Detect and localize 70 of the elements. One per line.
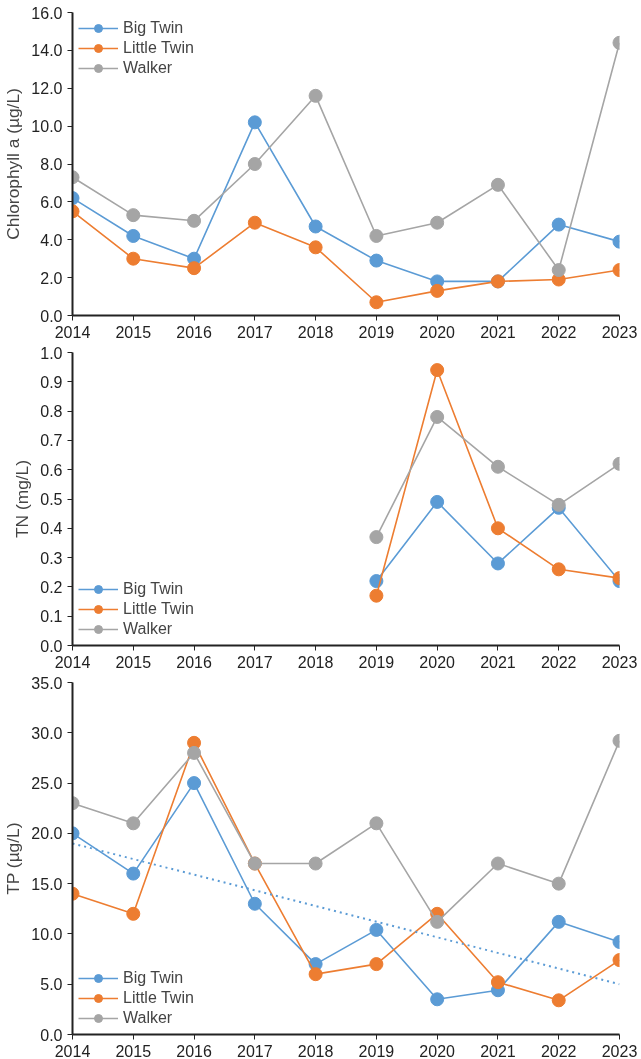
x-tick-label: 2022 xyxy=(540,323,577,341)
y-tick-label: 14.0 xyxy=(31,42,63,60)
x-tick-label: 2016 xyxy=(176,1042,212,1059)
y-tick-label: 0.0 xyxy=(40,637,63,655)
y-tick-label: 1.0 xyxy=(40,344,63,362)
legend-label: Big Twin xyxy=(123,19,184,37)
y-tick-label: 35.0 xyxy=(31,674,63,692)
x-tick-label: 2023 xyxy=(601,653,638,671)
x-tick-label: 2014 xyxy=(54,323,91,341)
y-axis-title: TP (µg/L) xyxy=(3,822,24,895)
y-tick-label: 0.9 xyxy=(40,373,63,391)
x-tick-label: 2016 xyxy=(176,323,212,341)
x-tick-label: 2015 xyxy=(115,1042,152,1059)
y-tick-label: 5.0 xyxy=(40,976,63,994)
x-tick-label: 2019 xyxy=(358,323,395,341)
legend-label: Big Twin xyxy=(123,969,184,987)
x-tick-label: 2021 xyxy=(480,1042,516,1059)
legend-label: Walker xyxy=(123,620,173,638)
legend-label: Walker xyxy=(123,59,173,77)
x-tick-label: 2014 xyxy=(54,1042,91,1059)
y-tick-label: 0.4 xyxy=(40,520,63,538)
y-tick-label: 2.0 xyxy=(40,269,63,287)
x-tick-label: 2018 xyxy=(297,653,334,671)
y-tick-label: 0.0 xyxy=(40,1026,63,1044)
x-tick-label: 2023 xyxy=(601,1042,638,1059)
y-tick-label: 10.0 xyxy=(31,118,63,136)
legend-label: Little Twin xyxy=(123,600,194,618)
y-tick-label: 4.0 xyxy=(40,231,63,249)
y-tick-label: 0.1 xyxy=(40,608,63,626)
x-tick-label: 2022 xyxy=(540,1042,577,1059)
x-tick-label: 2018 xyxy=(297,323,334,341)
x-tick-label: 2021 xyxy=(480,323,516,341)
y-tick-label: 0.3 xyxy=(40,549,63,567)
legend-label: Little Twin xyxy=(123,989,194,1007)
x-tick-label: 2015 xyxy=(115,323,152,341)
y-tick-label: 15.0 xyxy=(31,875,63,893)
y-tick-label: 6.0 xyxy=(40,193,63,211)
y-tick-label: 0.7 xyxy=(40,432,63,450)
y-tick-label: 16.0 xyxy=(31,4,63,22)
y-axis-title: Chlorophyll a (µg/L) xyxy=(3,88,24,240)
x-tick-label: 2017 xyxy=(237,653,273,671)
y-tick-label: 0.8 xyxy=(40,403,63,421)
x-tick-label: 2014 xyxy=(54,653,91,671)
y-tick-label: 0.5 xyxy=(40,491,63,508)
y-tick-label: 25.0 xyxy=(31,775,63,793)
x-tick-label: 2019 xyxy=(358,1042,395,1059)
x-tick-label: 2017 xyxy=(237,1042,273,1059)
legend-label: Big Twin xyxy=(123,580,184,598)
x-tick-label: 2018 xyxy=(297,1042,334,1059)
y-tick-label: 20.0 xyxy=(31,825,63,843)
legend-label: Walker xyxy=(123,1009,173,1027)
x-tick-label: 2015 xyxy=(115,653,152,671)
y-tick-label: 0.2 xyxy=(40,578,63,596)
x-tick-label: 2019 xyxy=(358,653,395,671)
x-tick-label: 2022 xyxy=(540,653,577,671)
y-tick-label: 0.6 xyxy=(40,461,63,479)
y-axis-title: TN (mg/L) xyxy=(12,460,33,538)
x-tick-label: 2016 xyxy=(176,653,212,671)
x-tick-label: 2017 xyxy=(237,323,273,341)
y-tick-label: 8.0 xyxy=(40,156,63,173)
x-tick-label: 2021 xyxy=(480,653,516,671)
x-tick-label: 2020 xyxy=(419,1042,456,1059)
y-tick-label: 12.0 xyxy=(31,80,63,98)
x-tick-label: 2023 xyxy=(601,323,638,341)
y-tick-label: 10.0 xyxy=(31,925,63,943)
legend-label: Little Twin xyxy=(123,39,194,57)
x-tick-label: 2020 xyxy=(419,653,456,671)
y-tick-label: 0.0 xyxy=(40,307,63,325)
y-tick-label: 30.0 xyxy=(31,724,63,742)
x-tick-label: 2020 xyxy=(419,323,456,341)
